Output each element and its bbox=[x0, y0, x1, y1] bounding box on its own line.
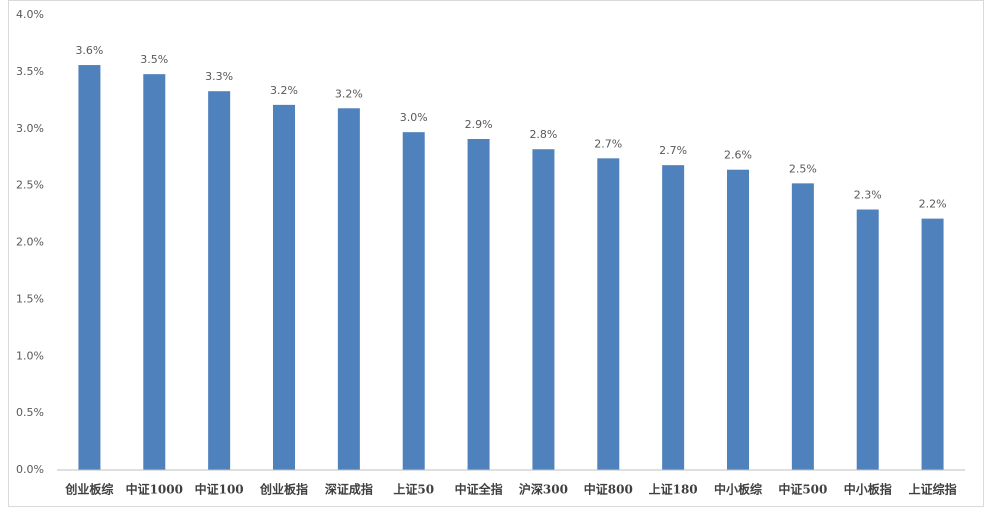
bar bbox=[337, 108, 360, 471]
x-tick-label: 中证全指 bbox=[455, 482, 503, 497]
x-tick-label: 中证800 bbox=[584, 482, 633, 497]
value-label: 2.5% bbox=[789, 162, 817, 175]
x-tick-label: 创业板综 bbox=[64, 482, 113, 497]
bar bbox=[597, 158, 620, 470]
bar bbox=[727, 169, 749, 470]
x-tick-label: 中小板综 bbox=[714, 482, 762, 497]
x-tick-label: 中证1000 bbox=[126, 482, 183, 497]
bar bbox=[662, 165, 685, 470]
value-label: 3.6% bbox=[75, 44, 103, 57]
value-label: 2.9% bbox=[465, 118, 493, 131]
x-tick-label: 中小板指 bbox=[844, 482, 892, 497]
value-label: 3.5% bbox=[140, 53, 168, 66]
y-tick-label: 2.5% bbox=[16, 179, 44, 192]
y-tick-label: 4.0% bbox=[16, 8, 44, 21]
value-label: 3.3% bbox=[205, 70, 233, 83]
y-tick-label: 3.5% bbox=[16, 65, 44, 78]
x-tick-label: 上证180 bbox=[649, 482, 698, 497]
value-label: 2.7% bbox=[659, 144, 687, 157]
y-tick-label: 0.0% bbox=[16, 463, 44, 476]
bar bbox=[208, 91, 231, 471]
bar bbox=[921, 218, 944, 470]
bar bbox=[856, 209, 879, 470]
y-tick-label: 1.0% bbox=[16, 349, 44, 362]
bar bbox=[78, 65, 101, 471]
bar bbox=[532, 149, 555, 470]
y-tick-label: 0.5% bbox=[16, 406, 44, 419]
x-tick-label: 上证综指 bbox=[909, 482, 957, 497]
bar bbox=[402, 132, 425, 470]
y-tick-label: 1.5% bbox=[16, 292, 44, 305]
value-label: 2.8% bbox=[529, 128, 557, 141]
bar bbox=[273, 104, 295, 471]
value-label: 2.7% bbox=[594, 137, 622, 150]
x-tick-label: 创业板指 bbox=[259, 482, 308, 497]
bar bbox=[143, 74, 166, 471]
x-tick-label: 中证500 bbox=[778, 482, 827, 497]
bar bbox=[791, 183, 814, 470]
value-label: 3.0% bbox=[400, 111, 428, 124]
x-tick-label: 沪深300 bbox=[519, 482, 568, 497]
value-label: 3.2% bbox=[335, 87, 363, 100]
value-label: 2.2% bbox=[919, 198, 947, 211]
x-tick-label: 深证成指 bbox=[325, 482, 373, 497]
bar bbox=[467, 138, 490, 471]
value-label: 3.2% bbox=[270, 84, 298, 97]
y-tick-label: 2.0% bbox=[16, 236, 44, 249]
x-tick-label: 中证100 bbox=[195, 482, 244, 497]
value-label: 2.3% bbox=[854, 189, 882, 202]
value-label: 2.6% bbox=[724, 149, 752, 162]
x-tick-label: 上证50 bbox=[393, 482, 434, 497]
y-tick-label: 3.0% bbox=[16, 122, 44, 135]
